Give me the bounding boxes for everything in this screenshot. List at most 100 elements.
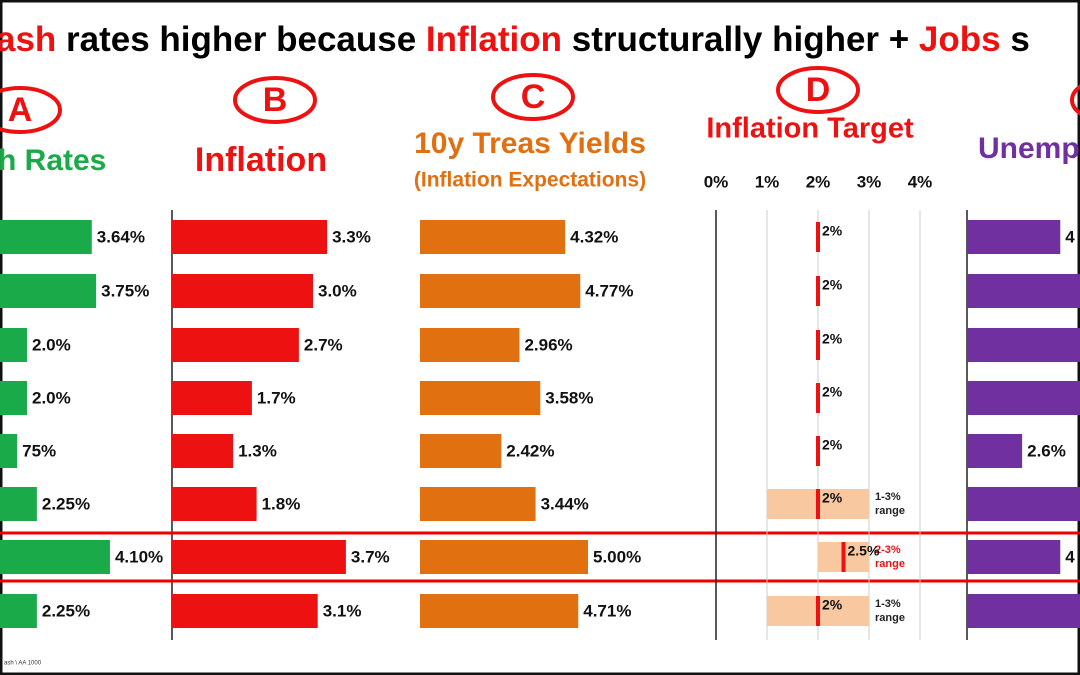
bar	[172, 434, 234, 468]
x-tick-label: 1%	[755, 172, 780, 191]
letter-circle	[0, 86, 62, 134]
value-label: 4.10%	[115, 547, 163, 566]
value-label: 3.1%	[323, 601, 362, 620]
bar	[172, 381, 252, 415]
value-label: 2.0%	[32, 388, 71, 407]
bar	[967, 540, 1061, 574]
x-tick-label: 4%	[908, 172, 933, 191]
panel-title: Inflation	[195, 141, 327, 179]
bar	[172, 487, 257, 521]
bar	[420, 274, 581, 308]
bar	[420, 328, 520, 362]
x-tick-label: 3%	[857, 172, 882, 191]
bar	[0, 328, 27, 362]
value-label: 2.96%	[524, 335, 572, 354]
panel-title: Inflation Target	[706, 113, 914, 145]
source-note: ash \ AA 1000	[4, 661, 42, 667]
value-label: 2%	[822, 490, 843, 506]
value-label: 4	[1065, 547, 1075, 566]
range-label: range	[875, 558, 905, 570]
bar	[0, 434, 18, 468]
target-marker	[816, 222, 820, 252]
panel-letter: D	[806, 71, 831, 109]
bar	[172, 540, 346, 574]
bar	[0, 487, 37, 521]
bar	[420, 594, 579, 628]
value-label: 3.0%	[318, 281, 357, 300]
value-label: 4	[1065, 227, 1075, 246]
bar	[420, 381, 541, 415]
title-part: Inflation	[426, 20, 562, 59]
value-label: 2.5%	[848, 543, 880, 559]
value-label: 2.6%	[1027, 441, 1066, 460]
value-label: 4.77%	[585, 281, 633, 300]
bar	[0, 381, 27, 415]
x-tick-label: 0%	[704, 172, 729, 191]
letter-circle	[491, 73, 575, 121]
range-label: range	[875, 505, 905, 517]
value-label: 2.42%	[506, 441, 554, 460]
x-tick-label: 2%	[806, 172, 831, 191]
panel-subtitle: (Inflation Expectations)	[414, 169, 646, 192]
value-label: 2.7%	[304, 335, 343, 354]
letter-circle	[776, 66, 860, 114]
value-label: 3.58%	[545, 388, 593, 407]
value-label: 5.00%	[593, 547, 641, 566]
bar	[0, 220, 92, 254]
bar	[420, 220, 566, 254]
range-label: 1-3%	[875, 598, 901, 610]
panel-title: 10y Treas Yields	[414, 127, 646, 160]
value-label: 3.44%	[541, 494, 589, 513]
value-label: 2%	[822, 384, 843, 400]
bar	[967, 274, 1080, 308]
bar	[420, 487, 536, 521]
panel-letter: C	[521, 78, 546, 116]
range-label: range	[875, 612, 905, 624]
panel-title: Unemp	[978, 132, 1080, 165]
target-marker	[816, 596, 820, 626]
panel-letter: B	[263, 81, 288, 119]
bar	[967, 594, 1080, 628]
bar	[420, 540, 588, 574]
bar	[0, 274, 97, 308]
panel-letter: A	[8, 91, 33, 129]
value-label: 2.0%	[32, 335, 71, 354]
value-label: 3.7%	[351, 547, 390, 566]
value-label: 2.25%	[42, 601, 90, 620]
bar	[967, 381, 1080, 415]
value-label: 4.32%	[570, 227, 618, 246]
title-part: structurally higher +	[562, 20, 919, 59]
target-marker	[816, 383, 820, 413]
value-label: 4.71%	[583, 601, 631, 620]
title-part: Jobs	[919, 20, 1001, 59]
value-label: 3.75%	[101, 281, 149, 300]
value-label: 2%	[822, 331, 843, 347]
value-label: 1.3%	[238, 441, 277, 460]
value-label: 1.8%	[262, 494, 301, 513]
value-label: 1.7%	[257, 388, 296, 407]
letter-circle	[1070, 84, 1080, 116]
target-marker	[816, 436, 820, 466]
bar	[967, 220, 1061, 254]
value-label: 2.25%	[42, 494, 90, 513]
target-marker	[816, 330, 820, 360]
value-label: 2%	[822, 277, 843, 293]
target-marker	[816, 489, 820, 519]
target-marker	[816, 276, 820, 306]
value-label: 2%	[822, 223, 843, 239]
bar	[0, 594, 37, 628]
bar	[967, 434, 1023, 468]
bar	[967, 487, 1080, 521]
value-label: 2%	[822, 597, 843, 613]
bar	[172, 220, 328, 254]
value-label: 3.64%	[97, 227, 145, 246]
panel-title: h Rates	[0, 144, 106, 177]
bar	[967, 328, 1080, 362]
value-label: 3.3%	[332, 227, 371, 246]
target-marker	[841, 542, 846, 572]
title-part: rates higher because	[56, 20, 426, 59]
main-title: ash rates higher because Inflation struc…	[0, 20, 1030, 59]
bar	[420, 434, 502, 468]
range-label: 1-3%	[875, 491, 901, 503]
